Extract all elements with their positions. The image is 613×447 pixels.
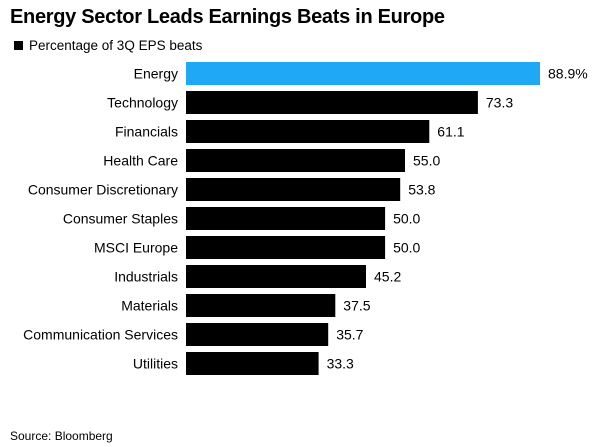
bar-health-care — [186, 149, 405, 172]
bar-technology — [186, 91, 478, 114]
bar-utilities — [186, 352, 319, 375]
legend-label: Percentage of 3Q EPS beats — [29, 38, 203, 53]
bar-consumer-staples — [186, 207, 386, 230]
category-label-health-care: Health Care — [103, 153, 178, 169]
category-label-communication-services: Communication Services — [23, 327, 178, 343]
bar-communication-services — [186, 323, 329, 346]
category-label-consumer-discretionary: Consumer Discretionary — [28, 182, 178, 198]
category-label-utilities: Utilities — [133, 356, 178, 372]
category-label-consumer-staples: Consumer Staples — [63, 211, 178, 227]
value-label-utilities: 33.3 — [327, 356, 354, 372]
value-label-financials: 61.1 — [437, 124, 464, 140]
value-label-consumer-staples: 50.0 — [393, 211, 420, 227]
category-label-msci-europe: MSCI Europe — [94, 240, 178, 256]
value-label-technology: 73.3 — [486, 95, 513, 111]
legend: Percentage of 3Q EPS beats — [14, 38, 202, 53]
category-label-technology: Technology — [107, 95, 178, 111]
value-label-communication-services: 35.7 — [336, 327, 363, 343]
value-label-consumer-discretionary: 53.8 — [408, 182, 435, 198]
value-label-industrials: 45.2 — [374, 269, 401, 285]
chart-title: Energy Sector Leads Earnings Beats in Eu… — [10, 6, 445, 28]
bar-industrials — [186, 265, 366, 288]
value-label-msci-europe: 50.0 — [393, 240, 420, 256]
bar-consumer-discretionary — [186, 178, 401, 201]
bar-chart: Energy 88.9% Technology 73.3 Financials 61.1 H… — [23, 62, 588, 375]
bar-msci-europe — [186, 236, 386, 259]
value-label-materials: 37.5 — [343, 298, 370, 314]
bar-materials — [186, 294, 336, 317]
category-label-financials: Financials — [115, 124, 178, 140]
bar-financials — [186, 120, 430, 143]
legend-swatch — [14, 41, 23, 50]
category-label-industrials: Industrials — [114, 269, 178, 285]
value-label-health-care: 55.0 — [413, 153, 440, 169]
value-label-energy: 88.9% — [548, 66, 588, 82]
source-note: Source: Bloomberg — [10, 429, 113, 443]
category-label-energy: Energy — [134, 66, 178, 82]
bar-energy — [186, 62, 540, 85]
category-label-materials: Materials — [121, 298, 178, 314]
